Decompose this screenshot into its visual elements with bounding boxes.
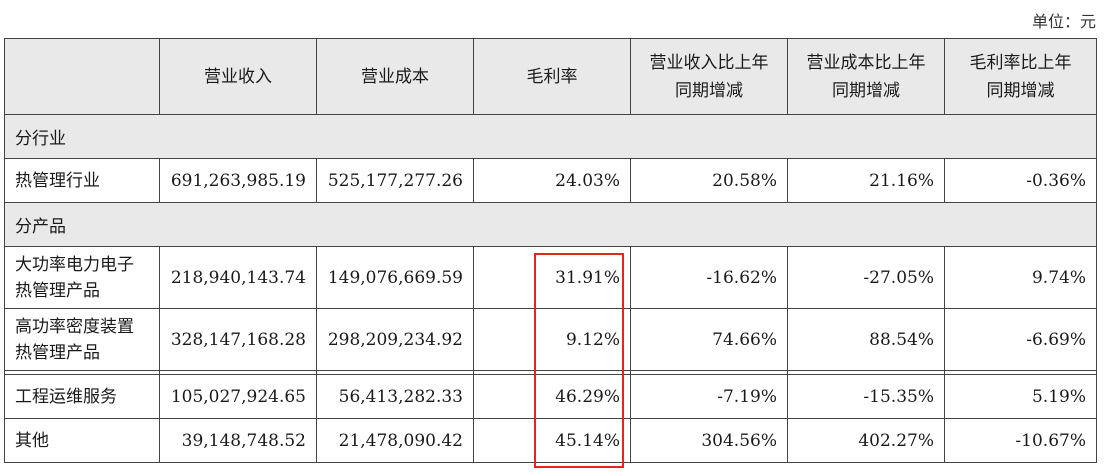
cost-change-cell: 402.27% xyxy=(787,418,945,463)
margin-change-cell: -0.36% xyxy=(944,158,1097,203)
row-name: 大功率电力电子热管理产品 xyxy=(4,246,160,309)
table-row: 高功率密度装置热管理产品 328,147,168.28 298,209,234.… xyxy=(4,308,1097,371)
table-row: 大功率电力电子热管理产品 218,940,143.74 149,076,669.… xyxy=(4,246,1097,309)
cost-change-cell: 21.16% xyxy=(787,158,945,203)
revenue-cell: 105,027,924.65 xyxy=(159,374,317,419)
section-label-product: 分产品 xyxy=(4,202,1097,247)
row-name: 其他 xyxy=(4,418,160,463)
table-row: 热管理行业 691,263,985.19 525,177,277.26 24.0… xyxy=(4,158,1097,203)
cost-cell: 21,478,090.42 xyxy=(316,418,474,463)
header-revenue-change: 营业收入比上年同期增减 xyxy=(630,38,788,115)
margin-change-cell: 9.74% xyxy=(944,246,1097,309)
table-row: 其他 39,148,748.52 21,478,090.42 45.14% 30… xyxy=(4,418,1097,463)
cost-cell: 298,209,234.92 xyxy=(316,308,474,371)
header-margin-change: 毛利率比上年同期增减 xyxy=(944,38,1097,115)
header-revenue: 营业收入 xyxy=(159,38,317,115)
header-cell-empty xyxy=(4,38,160,115)
cost-cell: 525,177,277.26 xyxy=(316,158,474,203)
table-row: 工程运维服务 105,027,924.65 56,413,282.33 46.2… xyxy=(4,374,1097,419)
revenue-change-cell: 74.66% xyxy=(630,308,788,371)
margin-cell: 46.29% xyxy=(473,374,631,419)
section-row-industry: 分行业 xyxy=(4,114,1097,159)
section-row-product: 分产品 xyxy=(4,202,1097,247)
cost-change-cell: -27.05% xyxy=(787,246,945,309)
header-cost-change: 营业成本比上年同期增减 xyxy=(787,38,945,115)
revenue-change-cell: 20.58% xyxy=(630,158,788,203)
revenue-cell: 691,263,985.19 xyxy=(159,158,317,203)
row-spacer xyxy=(4,370,1097,375)
section-label-industry: 分行业 xyxy=(4,114,1097,159)
revenue-change-cell: -7.19% xyxy=(630,374,788,419)
revenue-cell: 328,147,168.28 xyxy=(159,308,317,371)
margin-cell: 45.14% xyxy=(473,418,631,463)
revenue-cell: 218,940,143.74 xyxy=(159,246,317,309)
unit-label: 单位：元 xyxy=(1031,12,1096,31)
row-name: 热管理行业 xyxy=(4,158,160,203)
cost-cell: 56,413,282.33 xyxy=(316,374,474,419)
row-name: 工程运维服务 xyxy=(4,374,160,419)
margin-highlight-box xyxy=(534,253,624,468)
cost-cell: 149,076,669.59 xyxy=(316,246,474,309)
revenue-cell: 39,148,748.52 xyxy=(159,418,317,463)
margin-cell: 9.12% xyxy=(473,308,631,371)
header-row: 营业收入 营业成本 毛利率 营业收入比上年同期增减 营业成本比上年同期增减 毛利… xyxy=(4,38,1097,115)
financial-table: 营业收入 营业成本 毛利率 营业收入比上年同期增减 营业成本比上年同期增减 毛利… xyxy=(4,38,1097,463)
cost-change-cell: 88.54% xyxy=(787,308,945,371)
revenue-change-cell: 304.56% xyxy=(630,418,788,463)
margin-change-cell: -10.67% xyxy=(944,418,1097,463)
margin-cell: 31.91% xyxy=(473,246,631,309)
header-margin: 毛利率 xyxy=(473,38,631,115)
header-cost: 营业成本 xyxy=(316,38,474,115)
margin-change-cell: 5.19% xyxy=(944,374,1097,419)
margin-cell: 24.03% xyxy=(473,158,631,203)
cost-change-cell: -15.35% xyxy=(787,374,945,419)
row-name: 高功率密度装置热管理产品 xyxy=(4,308,160,371)
margin-change-cell: -6.69% xyxy=(944,308,1097,371)
revenue-change-cell: -16.62% xyxy=(630,246,788,309)
